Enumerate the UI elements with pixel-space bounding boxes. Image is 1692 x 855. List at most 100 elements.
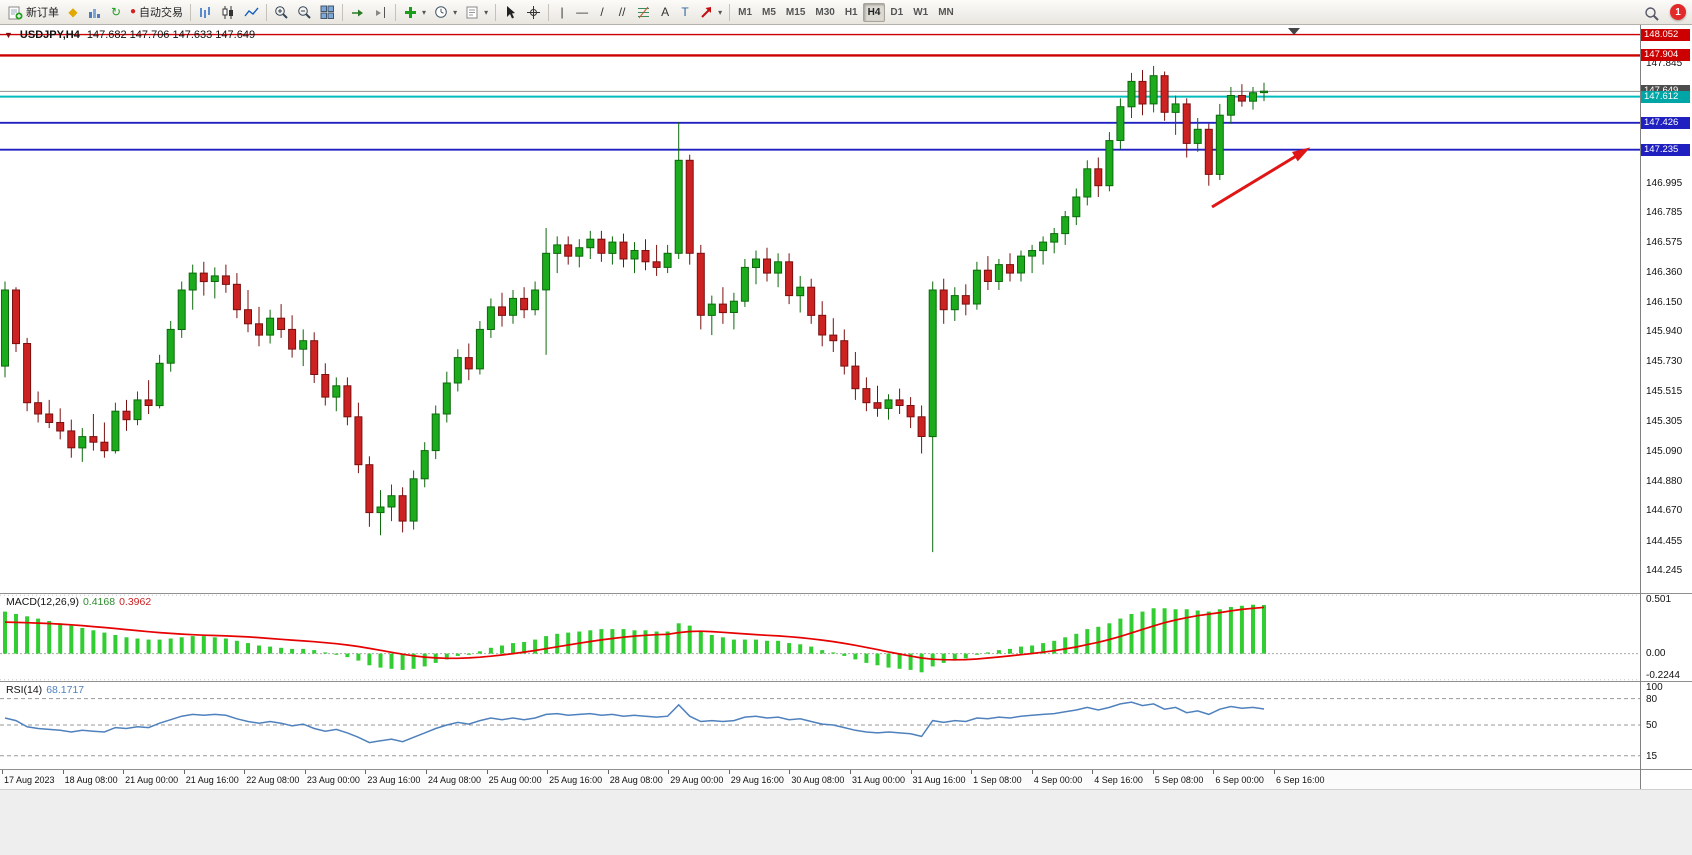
periods-clock-icon [435, 5, 447, 18]
time-axis-tick [910, 770, 912, 774]
text-icon: A [661, 5, 670, 19]
time-axis-label: 28 Aug 08:00 [609, 775, 663, 785]
price-axis[interactable]: 147.845 146.995 146.785 146.575 146.360 146.1… [1640, 25, 1692, 789]
macd-scale-min: -0.2244 [1646, 670, 1680, 681]
timeframe-m5[interactable]: M5 [762, 6, 776, 18]
metaeditor-icon: ◆ [68, 5, 78, 19]
rsi-header: RSI(14) 68.1717 [6, 684, 84, 696]
trendline-tool-button[interactable]: / [592, 2, 612, 23]
price-level-badge: 147.235 [1641, 143, 1690, 156]
time-axis-tick [971, 770, 973, 774]
crosshair-tool-button[interactable] [522, 2, 545, 23]
timeframe-h1[interactable]: H1 [844, 6, 858, 18]
price-axis-label: 144.455 [1646, 535, 1683, 547]
macd-signal-value: 0.3962 [119, 596, 152, 608]
toolbar-separator [495, 3, 497, 21]
cursor-tool-button[interactable] [499, 2, 522, 23]
time-axis-label: 29 Aug 00:00 [670, 775, 724, 785]
macd-header: MACD(12,26,9) 0.4168 0.3962 [6, 596, 151, 608]
channel-tool-button[interactable]: // [612, 2, 632, 23]
zoom-out-button[interactable] [293, 2, 316, 23]
timeframe-m30[interactable]: M30 [815, 6, 835, 18]
candlestick-mode-button[interactable] [217, 2, 240, 23]
price-level-badge: 148.052 [1641, 28, 1690, 41]
time-axis-label: 22 Aug 08:00 [246, 775, 300, 785]
time-axis-tick [1031, 770, 1033, 774]
line-chart-icon [244, 7, 259, 16]
axis-panel-separator [1641, 769, 1692, 770]
chart-window: ▼ USDJPY,H4 147.682 147.706 147.633 147.… [0, 25, 1692, 789]
market-watch-button[interactable] [83, 2, 106, 23]
zoom-in-button[interactable] [270, 2, 293, 23]
time-axis-tick [789, 770, 791, 774]
text-label-icon: T [681, 5, 689, 19]
new-order-icon [8, 6, 23, 19]
label-tool-button[interactable]: T [675, 2, 695, 23]
time-axis-tick [1092, 770, 1094, 774]
price-axis-label: 147.845 [1646, 57, 1683, 69]
one-click-trading-toggle[interactable]: ▼ [4, 30, 13, 40]
autotrading-button[interactable]: ● 自动交易 [126, 2, 187, 23]
time-axis-tick [1213, 770, 1215, 774]
price-axis-label: 145.305 [1646, 415, 1683, 427]
candlestick-chart-icon [222, 5, 234, 19]
time-axis-label: 24 Aug 08:00 [428, 775, 482, 785]
time-axis-label: 21 Aug 16:00 [185, 775, 239, 785]
price-axis-label: 144.880 [1646, 475, 1683, 487]
rsi-scale-label: 80 [1646, 693, 1658, 705]
time-axis-tick [183, 770, 185, 774]
main-chart-canvas[interactable] [0, 25, 1640, 593]
rsi-scale-label: 100 [1646, 682, 1663, 693]
arrows-tool-button[interactable]: ▾ [695, 2, 726, 23]
price-axis-label: 145.515 [1646, 386, 1683, 398]
rsi-scale-label: 50 [1646, 720, 1658, 731]
toolbar-separator [342, 3, 344, 21]
time-axis-label: 31 Aug 16:00 [912, 775, 966, 785]
autotrading-label: 自动交易 [139, 7, 184, 19]
bar-chart-mode-button[interactable] [194, 2, 217, 23]
fibonacci-tool-button[interactable] [632, 2, 655, 23]
time-axis-tick [304, 770, 306, 774]
time-axis-label: 17 Aug 2023 [4, 775, 55, 785]
timeframe-m15[interactable]: M15 [785, 6, 806, 18]
timeframe-mn[interactable]: MN [938, 6, 954, 18]
time-axis-label: 21 Aug 00:00 [125, 775, 179, 785]
vertical-line-icon: | [560, 5, 564, 19]
rsi-panel-canvas[interactable] [0, 681, 1640, 769]
time-axis-tick [1152, 770, 1154, 774]
new-order-button[interactable]: 新订单 [4, 2, 63, 23]
timeframe-w1[interactable]: W1 [913, 6, 929, 18]
search-button[interactable] [1640, 3, 1664, 24]
horizontal-line-tool-button[interactable]: — [572, 2, 592, 23]
zoom-in-icon [275, 5, 288, 19]
chart-shift-button[interactable] [369, 2, 392, 23]
cursor-icon [507, 5, 516, 18]
timeframe-h4[interactable]: H4 [862, 2, 886, 22]
auto-scroll-icon [352, 9, 364, 16]
refresh-button[interactable]: ↻ [106, 2, 126, 23]
notification-badge[interactable]: 1 [1670, 4, 1686, 20]
tile-windows-button[interactable] [316, 2, 339, 23]
timeframe-m1[interactable]: M1 [738, 6, 753, 18]
horizontal-line-icon: — [576, 5, 589, 19]
time-axis[interactable]: 17 Aug 2023 18 Aug 08:00 21 Aug 00:00 21 Au… [0, 769, 1640, 789]
price-level-badge: 147.612 [1641, 90, 1690, 103]
line-chart-mode-button[interactable] [240, 2, 263, 23]
timeframe-d1[interactable]: D1 [890, 6, 904, 18]
text-tool-button[interactable]: A [655, 2, 675, 23]
time-axis-label: 25 Aug 00:00 [488, 775, 542, 785]
time-axis-label: 18 Aug 08:00 [64, 775, 118, 785]
auto-scroll-button[interactable] [346, 2, 369, 23]
window-background [0, 789, 1692, 855]
time-axis-label: 6 Sep 00:00 [1215, 775, 1264, 785]
metaeditor-button[interactable]: ◆ [63, 2, 83, 23]
toolbar-separator [266, 3, 268, 21]
indicators-button[interactable]: ▾ [399, 2, 430, 23]
periods-button[interactable]: ▾ [430, 2, 461, 23]
vertical-line-tool-button[interactable]: | [552, 2, 572, 23]
price-axis-label: 146.150 [1646, 296, 1683, 308]
macd-scale-zero: 0.00 [1646, 647, 1666, 659]
macd-panel-canvas[interactable] [0, 593, 1640, 681]
chart-title-bar: ▼ USDJPY,H4 147.682 147.706 147.633 147.… [4, 29, 255, 41]
templates-button[interactable]: ▾ [461, 2, 492, 23]
